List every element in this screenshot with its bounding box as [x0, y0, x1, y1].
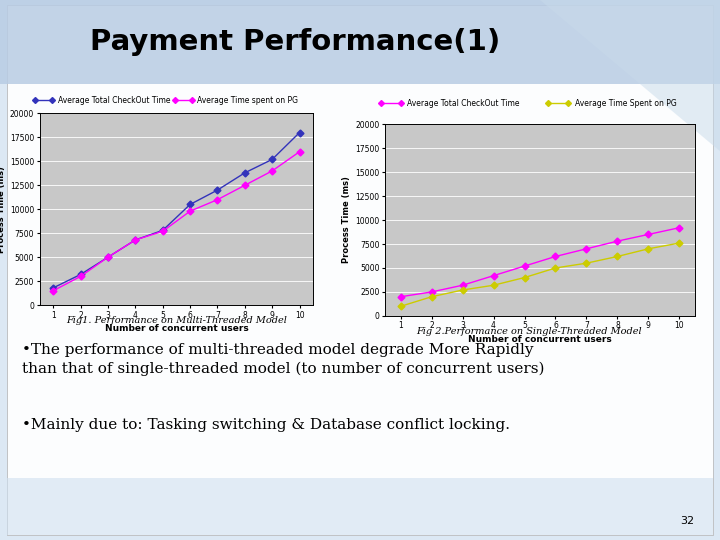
Text: Fig 2.Performance on Single-Threaded Model: Fig 2.Performance on Single-Threaded Mod… [416, 327, 642, 336]
X-axis label: Number of concurrent users: Number of concurrent users [468, 335, 612, 343]
X-axis label: Number of concurrent users: Number of concurrent users [104, 324, 248, 333]
FancyBboxPatch shape [0, 0, 720, 84]
Text: Average Time spent on PG: Average Time spent on PG [197, 96, 298, 105]
Text: 32: 32 [680, 516, 695, 526]
Y-axis label: Process Time (ms): Process Time (ms) [0, 166, 6, 253]
Text: Fig1. Performance on Multi-Threaded Model: Fig1. Performance on Multi-Threaded Mode… [66, 316, 287, 325]
Text: Average Total CheckOut Time: Average Total CheckOut Time [408, 99, 520, 107]
Text: Average Total CheckOut Time: Average Total CheckOut Time [58, 96, 171, 105]
FancyBboxPatch shape [7, 478, 713, 535]
Text: •Mainly due to: Tasking switching & Database conflict locking.: •Mainly due to: Tasking switching & Data… [22, 418, 510, 433]
Y-axis label: Process Time (ms): Process Time (ms) [342, 177, 351, 264]
Text: Average Time Spent on PG: Average Time Spent on PG [575, 99, 676, 107]
Text: •The performance of multi-threaded model degrade More Rapidly
than that of singl: •The performance of multi-threaded model… [22, 343, 544, 376]
FancyBboxPatch shape [7, 5, 713, 535]
Polygon shape [396, 0, 720, 151]
Text: Payment Performance(1): Payment Performance(1) [90, 28, 500, 56]
